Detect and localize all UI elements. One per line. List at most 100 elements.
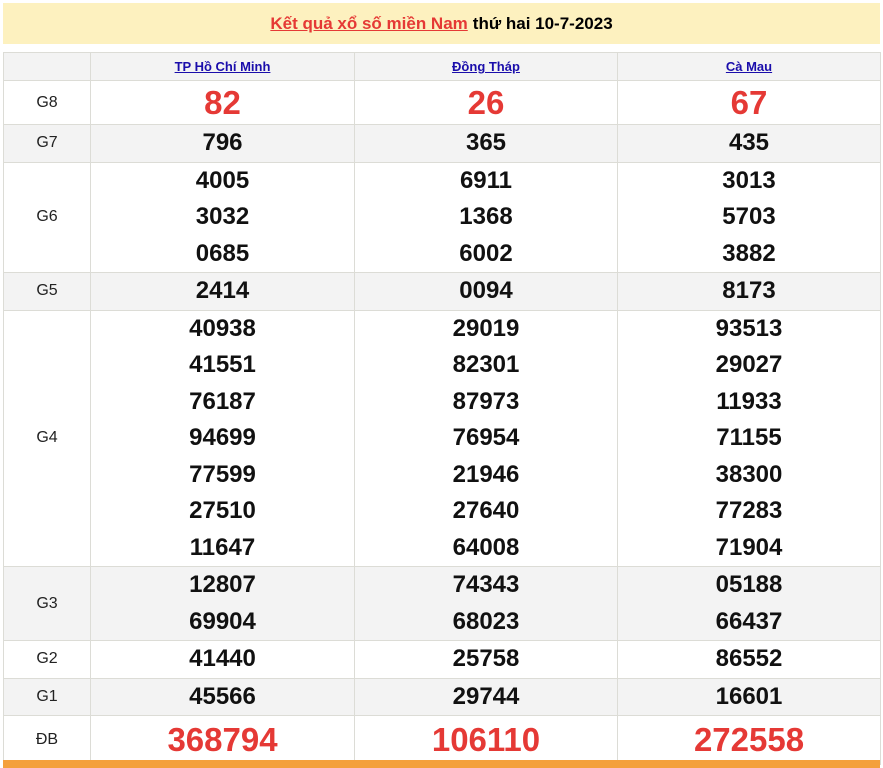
result-number: 82 (204, 84, 241, 121)
province-link[interactable]: TP Hồ Chí Minh (174, 59, 271, 74)
result-number: 68023 (452, 607, 520, 635)
prize-row: G1 45566 29744 16601 (3, 677, 881, 716)
result-number: 86552 (715, 645, 783, 672)
prize-row: G5 2414 0094 8173 (3, 272, 881, 311)
prize-label: G3 (3, 566, 91, 641)
prize-row: G6 4005 3032 0685 6911 1368 6002 3013 5703 3882 (3, 161, 881, 273)
result-number: 6911 (459, 166, 513, 194)
corner-cell (3, 52, 91, 81)
result-cell: 2414 (90, 272, 355, 311)
prize-row: G2 41440 25758 86552 (3, 640, 881, 679)
result-number: 3032 (195, 203, 250, 230)
result-number: 77599 (189, 460, 256, 488)
result-cell: 4005 3032 0685 (90, 161, 355, 273)
result-cell: 25758 (354, 640, 618, 679)
result-number: 87973 (452, 387, 520, 415)
page-title: Kết quả xổ số miền Nam thứ hai 10-7-2023 (3, 3, 880, 44)
result-number: 94699 (189, 424, 256, 451)
result-number: 64008 (452, 533, 520, 561)
prize-label: G1 (3, 677, 91, 716)
result-number: 29744 (452, 682, 520, 710)
result-cell: 3013 5703 3882 (617, 161, 881, 273)
result-cell: 29744 (354, 677, 618, 716)
result-number: 2414 (195, 277, 250, 304)
result-number: 71155 (716, 424, 782, 451)
prize-label: G7 (3, 124, 91, 163)
result-number: 3882 (722, 239, 776, 267)
result-number: 272558 (693, 721, 805, 758)
result-cell: 0094 (354, 272, 618, 311)
result-number: 5703 (722, 203, 776, 230)
result-number: 71904 (715, 533, 783, 561)
result-cell: 272558 (617, 715, 881, 765)
result-number: 0094 (459, 277, 513, 304)
bottom-bar (3, 760, 880, 768)
prize-label: G8 (3, 80, 91, 125)
result-number: 69904 (189, 607, 256, 635)
result-number: 29027 (715, 351, 783, 378)
result-number: 16601 (715, 682, 783, 710)
result-cell: 8173 (617, 272, 881, 311)
results-table: TP Hồ Chí Minh Đồng Tháp Cà Mau G8 82 26 67… (3, 52, 881, 765)
result-number: 76954 (452, 424, 520, 451)
result-number: 38300 (715, 460, 783, 488)
prize-row: ĐB 368794 106110 272558 (3, 715, 881, 765)
result-number: 66437 (715, 607, 783, 635)
result-number: 25758 (452, 645, 520, 672)
province-link[interactable]: Đồng Tháp (452, 59, 520, 74)
result-number: 74343 (452, 571, 520, 598)
title-date: thứ hai 10-7-2023 (472, 13, 613, 33)
prize-label: ĐB (3, 715, 91, 765)
result-cell: 796 (90, 124, 355, 163)
result-number: 796 (202, 129, 243, 156)
header-row: TP Hồ Chí Minh Đồng Tháp Cà Mau (3, 52, 881, 81)
prize-label: G6 (3, 161, 91, 273)
prize-label: G5 (3, 272, 91, 311)
result-number: 4005 (195, 166, 250, 194)
prize-row: G4 40938 41551 76187 94699 77599 27510 11647 290… (3, 309, 881, 567)
result-cell: 82 (90, 80, 355, 125)
result-number: 76187 (189, 387, 256, 415)
result-cell: 26 (354, 80, 618, 125)
result-number: 93513 (715, 314, 783, 342)
result-number: 45566 (189, 682, 256, 710)
result-cell: 365 (354, 124, 618, 163)
prize-row: G3 12807 69904 74343 68023 05188 66437 (3, 566, 881, 641)
result-number: 435 (728, 129, 770, 156)
result-cell: 74343 68023 (354, 566, 618, 641)
prize-row: G7 796 365 435 (3, 124, 881, 163)
result-number: 82301 (452, 351, 520, 378)
result-number: 11933 (716, 387, 782, 415)
result-number: 8173 (722, 277, 776, 304)
result-number: 365 (465, 129, 507, 156)
result-cell: 16601 (617, 677, 881, 716)
result-cell: 41440 (90, 640, 355, 679)
result-number: 368794 (167, 721, 278, 758)
result-cell: 106110 (354, 715, 618, 765)
province-link[interactable]: Cà Mau (725, 59, 773, 74)
result-cell: 86552 (617, 640, 881, 679)
result-cell: 29019 82301 87973 76954 21946 27640 64008 (354, 309, 618, 567)
result-number: 27510 (189, 497, 256, 524)
result-cell: 40938 41551 76187 94699 77599 27510 11647 (90, 309, 355, 567)
result-number: 11647 (189, 533, 256, 561)
result-cell: 93513 29027 11933 71155 38300 77283 71904 (617, 309, 881, 567)
result-number: 29019 (452, 314, 520, 342)
result-cell: 12807 69904 (90, 566, 355, 641)
result-cell: 6911 1368 6002 (354, 161, 618, 273)
result-number: 21946 (452, 460, 520, 488)
result-cell: 67 (617, 80, 881, 125)
title-link[interactable]: Kết quả xổ số miền Nam (270, 13, 468, 33)
result-number: 12807 (189, 571, 256, 598)
result-number: 6002 (459, 239, 513, 267)
result-number: 0685 (195, 239, 250, 267)
result-cell: 435 (617, 124, 881, 163)
result-number: 40938 (189, 314, 256, 342)
prize-row: G8 82 26 67 (3, 80, 881, 125)
result-number: 77283 (715, 497, 783, 524)
prize-label: G4 (3, 309, 91, 567)
result-number: 05188 (715, 571, 783, 598)
result-number: 27640 (452, 497, 520, 524)
result-cell: 368794 (90, 715, 355, 765)
result-number: 67 (730, 84, 768, 121)
